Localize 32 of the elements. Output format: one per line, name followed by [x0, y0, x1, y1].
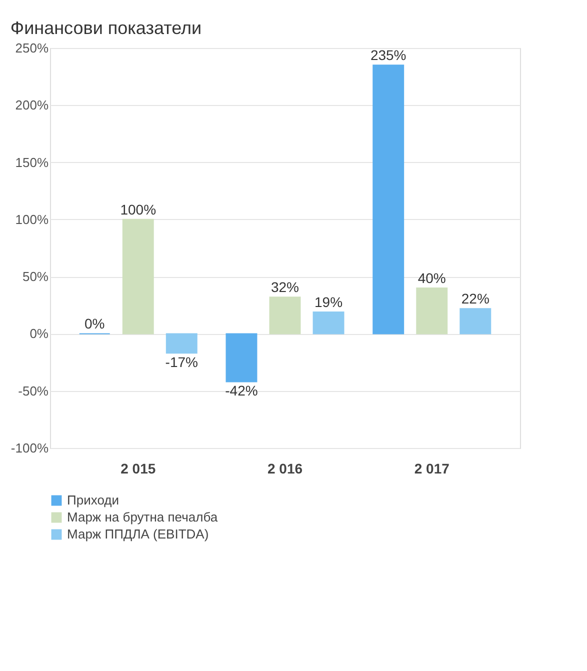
y-tick-label: -100% [10, 440, 49, 456]
y-tick-label: 250% [15, 40, 49, 56]
legend-label: Приходи [67, 492, 119, 508]
data-label: 100% [120, 201, 156, 218]
bar [226, 333, 258, 382]
y-tick-label: -50% [18, 383, 49, 398]
data-label: 235% [370, 47, 406, 64]
x-tick-label: 2 017 [414, 460, 450, 476]
y-tick-label: 0% [30, 326, 49, 342]
bar [416, 288, 448, 334]
data-label: 32% [270, 279, 300, 296]
y-tick-label: 50% [22, 269, 49, 284]
data-label: -42% [225, 382, 258, 399]
x-tick-label: 2 015 [120, 460, 156, 476]
data-label: 0% [84, 316, 105, 332]
data-label: 22% [461, 290, 490, 307]
y-tick-label: 100% [15, 212, 49, 227]
bar [166, 333, 198, 354]
data-label: 19% [314, 294, 343, 310]
chart-title: Финансови показатели [10, 18, 202, 38]
y-tick-label: 150% [15, 154, 49, 170]
data-label: -17% [165, 354, 198, 370]
bar [269, 296, 301, 334]
legend-label: Марж ППДЛА (EBITDA) [67, 526, 209, 542]
data-label: 40% [418, 270, 446, 286]
bar [372, 64, 404, 334]
bar [312, 312, 344, 334]
y-tick-label: 200% [15, 98, 49, 113]
bar [122, 218, 154, 334]
x-tick-label: 2 016 [267, 460, 303, 476]
legend-label: Марж на брутна печалба [67, 510, 218, 524]
bar [460, 308, 492, 334]
